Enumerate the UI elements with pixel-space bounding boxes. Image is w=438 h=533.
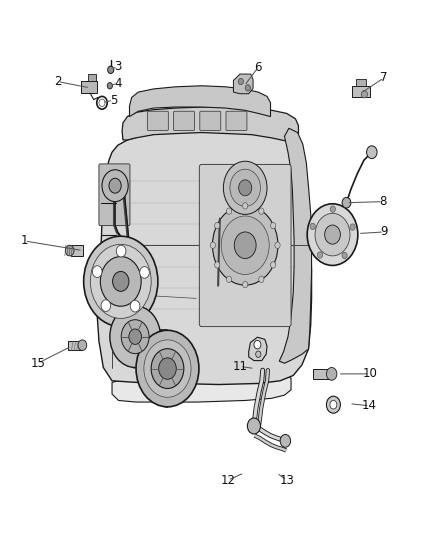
Circle shape — [65, 245, 74, 256]
Circle shape — [223, 161, 267, 214]
Circle shape — [326, 368, 337, 380]
Text: 8: 8 — [379, 195, 386, 208]
Circle shape — [215, 222, 220, 229]
Text: 9: 9 — [380, 225, 388, 238]
Circle shape — [210, 242, 215, 248]
Circle shape — [102, 169, 128, 201]
Circle shape — [121, 320, 149, 353]
Text: 1: 1 — [21, 235, 28, 247]
FancyBboxPatch shape — [68, 341, 81, 351]
Circle shape — [212, 205, 278, 285]
Text: 3: 3 — [114, 60, 121, 73]
Circle shape — [245, 85, 251, 91]
Circle shape — [151, 349, 184, 389]
Circle shape — [330, 400, 337, 409]
FancyBboxPatch shape — [200, 111, 221, 131]
Circle shape — [259, 208, 264, 214]
Circle shape — [129, 329, 141, 344]
Circle shape — [226, 276, 232, 282]
Circle shape — [325, 225, 340, 244]
Polygon shape — [97, 127, 311, 384]
Circle shape — [234, 232, 256, 259]
FancyBboxPatch shape — [88, 74, 96, 82]
FancyBboxPatch shape — [99, 164, 130, 225]
Circle shape — [239, 180, 252, 196]
Circle shape — [84, 236, 158, 327]
Polygon shape — [122, 107, 298, 142]
Circle shape — [330, 206, 336, 212]
Text: 14: 14 — [362, 399, 377, 413]
Text: 13: 13 — [279, 474, 294, 487]
Circle shape — [254, 341, 261, 349]
FancyBboxPatch shape — [313, 368, 330, 379]
Circle shape — [247, 418, 261, 434]
Circle shape — [215, 262, 220, 268]
Circle shape — [100, 256, 141, 306]
Circle shape — [326, 396, 340, 413]
Circle shape — [230, 169, 261, 206]
Circle shape — [92, 266, 102, 278]
Circle shape — [78, 340, 87, 351]
Circle shape — [310, 223, 315, 230]
Circle shape — [221, 216, 269, 274]
Circle shape — [243, 203, 248, 209]
Circle shape — [117, 245, 126, 257]
Circle shape — [280, 434, 290, 447]
FancyBboxPatch shape — [352, 86, 370, 98]
Circle shape — [159, 358, 176, 379]
Circle shape — [108, 66, 114, 74]
Circle shape — [271, 262, 276, 268]
Text: 12: 12 — [220, 474, 235, 487]
Text: 2: 2 — [54, 75, 61, 88]
Polygon shape — [112, 375, 291, 402]
Circle shape — [109, 178, 121, 193]
Circle shape — [350, 224, 355, 230]
FancyBboxPatch shape — [173, 111, 194, 131]
Text: 15: 15 — [30, 357, 45, 370]
Circle shape — [243, 281, 248, 288]
Circle shape — [259, 276, 264, 282]
Circle shape — [275, 242, 280, 248]
Circle shape — [101, 300, 111, 311]
Circle shape — [256, 351, 261, 358]
FancyBboxPatch shape — [148, 111, 168, 131]
Circle shape — [226, 208, 232, 214]
FancyBboxPatch shape — [226, 111, 247, 131]
Circle shape — [238, 78, 244, 85]
Circle shape — [130, 300, 140, 312]
Circle shape — [342, 197, 351, 208]
FancyBboxPatch shape — [71, 245, 83, 256]
Circle shape — [342, 252, 347, 259]
Polygon shape — [279, 128, 311, 364]
Circle shape — [140, 266, 149, 278]
Text: 6: 6 — [254, 61, 262, 74]
Circle shape — [113, 271, 129, 292]
Polygon shape — [249, 337, 267, 361]
Circle shape — [107, 83, 113, 89]
Circle shape — [361, 91, 367, 98]
Circle shape — [271, 222, 276, 229]
Circle shape — [318, 252, 322, 258]
Text: 10: 10 — [362, 367, 377, 381]
Circle shape — [307, 204, 358, 265]
Circle shape — [90, 244, 151, 318]
Polygon shape — [233, 74, 253, 94]
Circle shape — [144, 340, 191, 397]
Text: 5: 5 — [110, 94, 117, 107]
FancyBboxPatch shape — [199, 165, 291, 327]
Text: 7: 7 — [380, 71, 388, 84]
Circle shape — [110, 306, 160, 368]
Circle shape — [136, 330, 199, 407]
FancyBboxPatch shape — [356, 79, 366, 86]
FancyBboxPatch shape — [81, 82, 97, 93]
Circle shape — [315, 213, 350, 256]
Text: 11: 11 — [233, 360, 247, 373]
Polygon shape — [130, 86, 271, 117]
FancyBboxPatch shape — [73, 59, 359, 402]
Circle shape — [367, 146, 377, 159]
Text: 4: 4 — [114, 77, 121, 90]
